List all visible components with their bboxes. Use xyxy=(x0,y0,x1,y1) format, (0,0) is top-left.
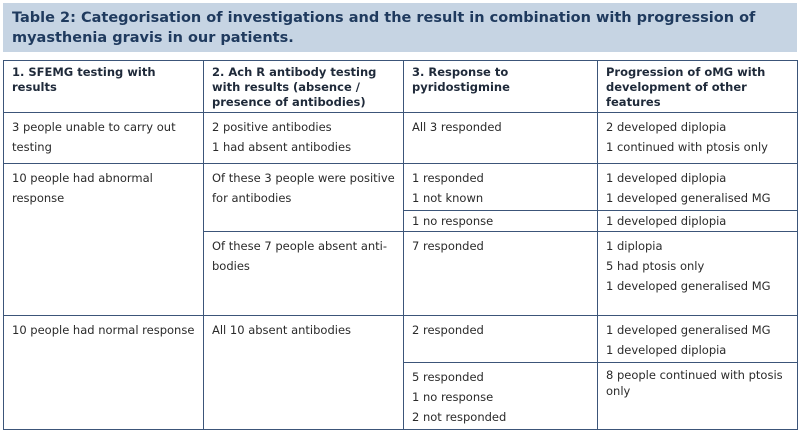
cell-line: 5 had ptosis only xyxy=(606,259,705,273)
cell: 1 developed diplopia xyxy=(597,210,798,232)
cell-line: 1 no response xyxy=(412,390,494,404)
cell-line: 1 responded xyxy=(412,171,484,185)
cell-line: 1 not known xyxy=(412,191,484,205)
cell: 5 responded 1 no response 2 not responded xyxy=(403,362,598,430)
cell: 1 developed generalised MG 1 developed di… xyxy=(597,315,798,363)
cell-line: 1 developed generalised MG xyxy=(606,279,771,293)
table-row: 3 people unable to carry out testing 2 p… xyxy=(3,112,798,164)
cell: 1 no response xyxy=(403,210,598,232)
cell-line: 1 developed generalised MG xyxy=(606,323,771,337)
cell: Of these 7 people absent anti-bodies xyxy=(203,231,404,316)
cell: 3 people unable to carry out testing xyxy=(3,112,204,164)
header-antibody: 2. Ach R antibody testing with results (… xyxy=(203,60,404,113)
cell: 10 people had abnormal response xyxy=(3,163,204,316)
cell-line: 2 positive antibodies xyxy=(212,120,332,134)
cell: All 3 responded xyxy=(403,112,598,164)
header-pyridostigmine: 3. Response to pyridostigmine xyxy=(403,60,598,113)
cell: All 10 absent antibodies xyxy=(203,315,404,430)
table-row: 10 people had normal response All 10 abs… xyxy=(3,315,798,430)
cell-line: 5 responded xyxy=(412,370,484,384)
cell-line: 1 continued with ptosis only xyxy=(606,140,768,154)
cell-line: 1 had absent antibodies xyxy=(212,140,352,154)
cell-line: 1 developed diplopia xyxy=(606,171,727,185)
cell: 1 responded 1 not known xyxy=(403,163,598,211)
table-row: Of these 7 people absent anti-bodies 7 r… xyxy=(4,231,798,316)
cell-line: 2 not responded xyxy=(412,410,507,424)
header-row: 1. SFEMG testing with results 2. Ach R a… xyxy=(3,60,798,113)
cell: 1 diplopia 5 had ptosis only 1 developed g… xyxy=(597,231,798,316)
cell: 1 developed diplopia 1 developed generali… xyxy=(597,163,798,211)
cell-line: 1 diplopia xyxy=(606,239,663,253)
cell: 2 positive antibodies 1 had absent antibo… xyxy=(203,112,404,164)
cell: 8 people continued with ptosis only xyxy=(597,362,798,430)
table-title: Table 2: Categorisation of investigation… xyxy=(3,3,797,52)
cell: 2 responded xyxy=(403,315,598,363)
cell: Of these 3 people were positive for anti… xyxy=(203,163,404,232)
header-sfemg: 1. SFEMG testing with results xyxy=(3,60,204,113)
cell: 2 developed diplopia 1 continued with pto… xyxy=(597,112,798,164)
table-row: 10 people had abnormal response Of these… xyxy=(3,163,798,316)
cell: 7 responded xyxy=(403,231,598,316)
cell-line: 1 developed generalised MG xyxy=(606,191,771,205)
cell-line: 1 developed diplopia xyxy=(606,343,727,357)
results-table: 1. SFEMG testing with results 2. Ach R a… xyxy=(3,60,798,430)
header-progression: Progression of oMG with development of o… xyxy=(597,60,798,113)
cell-line: 2 developed diplopia xyxy=(606,120,727,134)
cell: 10 people had normal response xyxy=(3,315,204,430)
